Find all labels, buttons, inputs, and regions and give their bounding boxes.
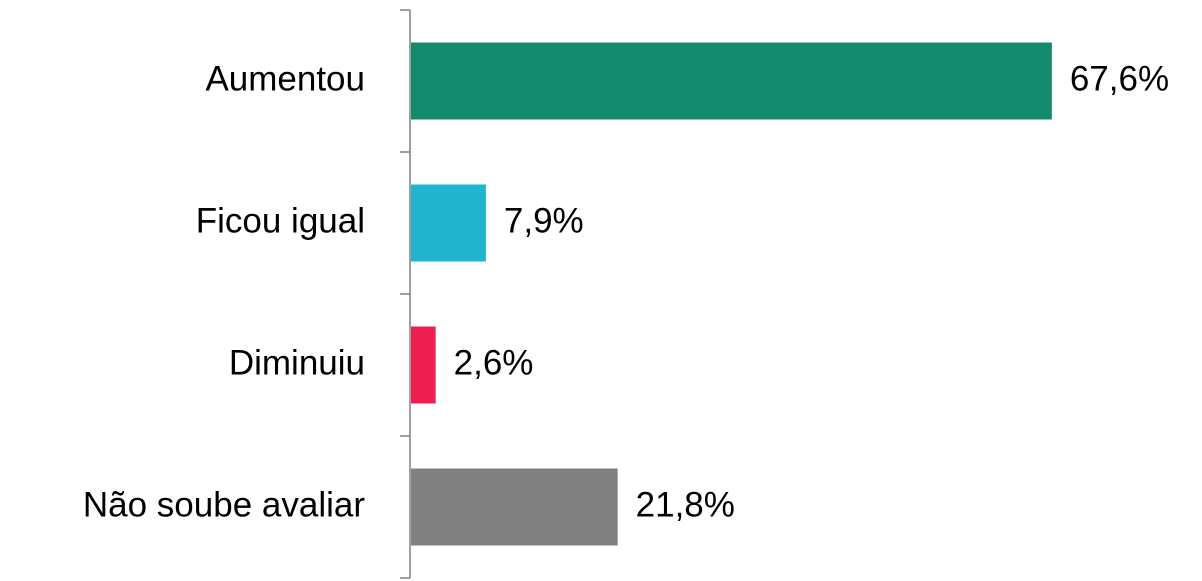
category-label: Ficou igual xyxy=(196,201,365,240)
bar xyxy=(411,42,1052,120)
category-label: Aumentou xyxy=(205,59,365,98)
category-label: Diminuiu xyxy=(229,343,365,382)
bar xyxy=(411,468,618,546)
bar xyxy=(411,184,486,262)
value-label: 7,9% xyxy=(504,201,584,240)
value-label: 67,6% xyxy=(1070,59,1169,98)
value-label: 2,6% xyxy=(454,343,534,382)
bar xyxy=(411,326,436,404)
category-label: Não soube avaliar xyxy=(83,485,365,524)
value-label: 21,8% xyxy=(636,485,735,524)
